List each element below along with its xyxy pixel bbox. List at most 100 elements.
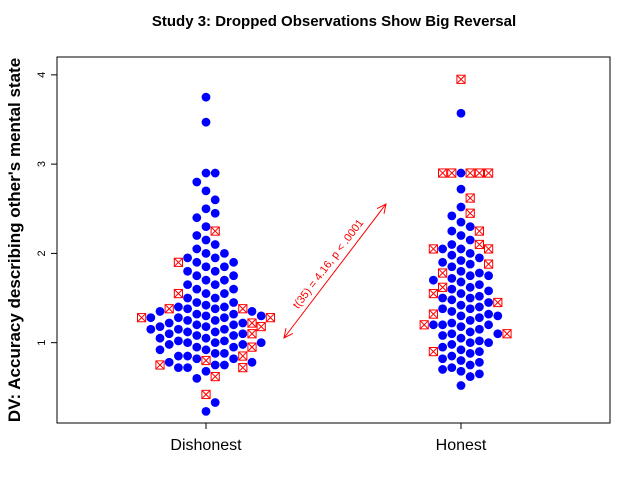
- kept-point-dishonest: [229, 257, 239, 267]
- kept-point-dishonest: [210, 293, 220, 303]
- kept-point-honest: [475, 268, 484, 278]
- kept-point-dishonest: [238, 329, 248, 339]
- kept-point-dishonest: [210, 348, 220, 358]
- kept-point-dishonest: [201, 366, 211, 376]
- kept-point-dishonest: [201, 275, 211, 285]
- kept-point-dishonest: [192, 331, 202, 340]
- kept-point-dishonest: [220, 262, 229, 272]
- x-tick-label-dishonest: Dishonest: [170, 437, 242, 454]
- annotation-arrow: [283, 203, 387, 339]
- kept-point-dishonest: [256, 338, 266, 348]
- kept-point-dishonest: [210, 338, 220, 348]
- kept-point-dishonest: [164, 318, 174, 328]
- annotation-arrowhead-start: [283, 328, 294, 339]
- kept-point-dishonest: [183, 338, 193, 348]
- kept-point-dishonest: [183, 266, 193, 276]
- kept-point-honest: [456, 356, 466, 365]
- kept-point-dishonest: [192, 231, 202, 240]
- kept-point-honest: [447, 351, 457, 361]
- kept-point-dishonest: [220, 313, 229, 323]
- dropped-point-honest: [474, 168, 484, 178]
- kept-point-dishonest: [192, 342, 202, 352]
- kept-point-dishonest: [201, 322, 211, 331]
- kept-point-dishonest: [155, 307, 165, 316]
- dropped-point-honest: [438, 168, 448, 178]
- dropped-point-dishonest: [164, 304, 174, 314]
- kept-point-dishonest: [238, 318, 248, 328]
- annotation-text: t(35) = 4.16, p < .0001: [291, 217, 366, 311]
- kept-point-dishonest: [210, 195, 220, 205]
- kept-point-honest: [429, 320, 438, 330]
- kept-point-dishonest: [201, 248, 211, 258]
- kept-point-honest: [465, 315, 475, 325]
- kept-point-dishonest: [229, 342, 239, 352]
- kept-point-honest: [438, 293, 447, 303]
- kept-point-honest: [429, 275, 438, 285]
- kept-point-dishonest: [210, 168, 220, 178]
- kept-point-dishonest: [220, 324, 229, 334]
- kept-point-honest: [484, 309, 493, 319]
- dropped-point-honest: [474, 226, 484, 236]
- dropped-point-dishonest: [256, 321, 266, 332]
- kept-point-dishonest: [201, 289, 211, 298]
- kept-point-honest: [484, 338, 493, 348]
- kept-point-dishonest: [201, 300, 211, 310]
- dropped-point-honest: [465, 208, 475, 218]
- kept-point-honest: [493, 311, 503, 321]
- kept-point-dishonest: [164, 340, 174, 349]
- kept-point-dishonest: [155, 345, 165, 355]
- dropped-point-honest: [428, 346, 438, 357]
- kept-point-dishonest: [201, 333, 211, 343]
- kept-point-honest: [465, 222, 475, 232]
- kept-point-dishonest: [174, 302, 183, 312]
- kept-point-honest: [465, 304, 475, 314]
- dropped-point-honest: [502, 329, 512, 339]
- kept-point-honest: [475, 347, 484, 356]
- dropped-point-dishonest: [210, 371, 220, 382]
- kept-point-dishonest: [210, 253, 220, 263]
- kept-point-dishonest: [192, 271, 202, 281]
- kept-point-dishonest: [201, 311, 211, 321]
- plot-frame: [56, 56, 611, 424]
- dropped-point-honest: [484, 168, 494, 178]
- annotation-arrowhead-end: [376, 203, 387, 214]
- kept-point-dishonest: [210, 266, 220, 276]
- kept-point-honest: [484, 271, 493, 281]
- kept-point-honest: [465, 248, 475, 258]
- kept-point-honest: [456, 300, 466, 310]
- kept-point-honest: [456, 231, 466, 240]
- kept-point-honest: [447, 226, 457, 236]
- kept-point-dishonest: [256, 311, 266, 321]
- kept-point-dishonest: [220, 348, 229, 358]
- x-tick-label-honest: Honest: [436, 437, 487, 454]
- kept-point-honest: [447, 340, 457, 349]
- kept-point-dishonest: [210, 398, 220, 407]
- kept-point-dishonest: [174, 351, 183, 361]
- dropped-point-dishonest: [238, 304, 248, 314]
- y-axis: 1 2 3 4: [36, 72, 57, 346]
- kept-point-honest: [438, 365, 447, 374]
- kept-point-honest: [456, 366, 466, 376]
- kept-point-dishonest: [174, 313, 183, 323]
- kept-point-dishonest: [155, 333, 165, 343]
- kept-point-honest: [438, 257, 447, 267]
- kept-point-dishonest: [220, 289, 229, 298]
- kept-point-honest: [465, 348, 475, 358]
- kept-point-dishonest: [201, 235, 211, 245]
- kept-point-honest: [475, 280, 484, 290]
- kept-point-honest: [456, 184, 466, 194]
- kept-point-honest: [438, 342, 447, 352]
- kept-point-honest: [447, 284, 457, 294]
- kept-point-honest: [438, 304, 447, 314]
- kept-point-honest: [475, 324, 484, 334]
- kept-point-honest: [456, 381, 466, 390]
- kept-point-honest: [447, 329, 457, 339]
- kept-point-dishonest: [146, 324, 156, 334]
- kept-point-honest: [456, 244, 466, 254]
- kept-point-honest: [475, 369, 484, 379]
- kept-point-dishonest: [210, 315, 220, 325]
- kept-point-honest: [484, 320, 493, 330]
- kept-point-dishonest: [183, 363, 193, 373]
- dropped-point-dishonest: [247, 342, 257, 352]
- kept-point-dishonest: [164, 329, 174, 339]
